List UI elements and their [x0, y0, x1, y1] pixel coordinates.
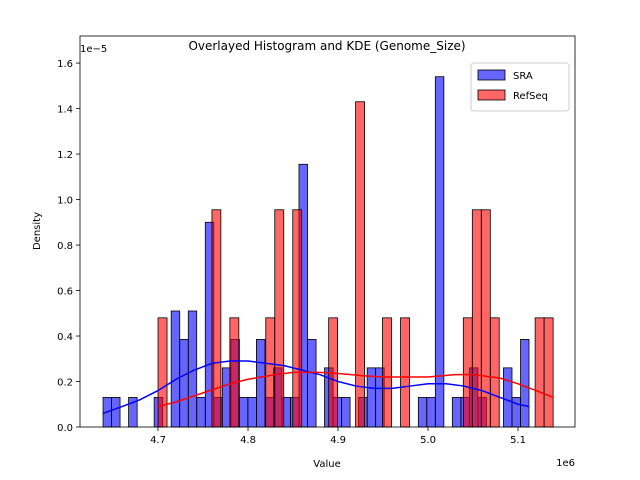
bar: [229, 317, 240, 428]
bar: [355, 101, 365, 428]
bar: [417, 397, 428, 428]
bar: [382, 317, 392, 428]
bar: [534, 317, 545, 428]
kde-line: [102, 360, 529, 415]
y-offset: 1e−5: [80, 44, 107, 55]
bar: [170, 310, 181, 428]
x-axis-label: Value: [313, 459, 340, 470]
bar: [451, 397, 462, 428]
bar: [247, 397, 257, 428]
y-axis-label: Density: [32, 212, 43, 250]
x-offset: 1e6: [556, 458, 575, 469]
legend-label: SRA: [513, 71, 533, 82]
y-tick-label: 1.4: [57, 105, 73, 116]
x-tick-label: 5.0: [420, 435, 436, 446]
bar: [543, 317, 554, 428]
bar: [255, 339, 266, 428]
x-tick-label: 4.9: [330, 435, 346, 446]
y-tick-label: 0.6: [57, 287, 73, 298]
bar: [265, 317, 276, 428]
bar: [426, 397, 436, 428]
bar: [503, 367, 513, 428]
bar: [238, 397, 249, 428]
y-tick-label: 0.4: [57, 332, 73, 343]
bar: [274, 209, 285, 428]
bar: [400, 317, 410, 428]
bar: [434, 76, 445, 428]
bar: [157, 317, 168, 428]
y-tick-label: 1.6: [57, 59, 73, 70]
y-tick-label: 0.8: [57, 241, 73, 252]
bar: [307, 339, 317, 428]
x-tick-label: 5.1: [510, 435, 526, 446]
bar: [179, 339, 189, 428]
bar: [462, 317, 473, 428]
legend-swatch: [477, 69, 506, 81]
bar: [211, 209, 222, 428]
bar: [489, 317, 500, 428]
chart-title: Overlayed Histogram and KDE (Genome_Size…: [188, 39, 465, 53]
bar: [196, 397, 206, 428]
y-tick-label: 1.0: [57, 196, 73, 207]
bar: [480, 209, 491, 428]
x-tick-label: 4.8: [240, 435, 256, 446]
legend-swatch: [477, 89, 506, 101]
bar: [111, 397, 121, 428]
kde-line: [157, 371, 554, 408]
axes-frame: [79, 35, 576, 428]
bar: [471, 209, 482, 428]
x-tick-label: 4.7: [150, 435, 166, 446]
legend-label: RefSeq: [513, 91, 548, 102]
bar: [292, 209, 303, 428]
bar: [520, 339, 530, 428]
y-tick-label: 1.2: [57, 150, 73, 161]
bar: [341, 397, 351, 428]
y-tick-label: 0.0: [57, 423, 73, 434]
y-tick-label: 0.2: [57, 378, 73, 389]
